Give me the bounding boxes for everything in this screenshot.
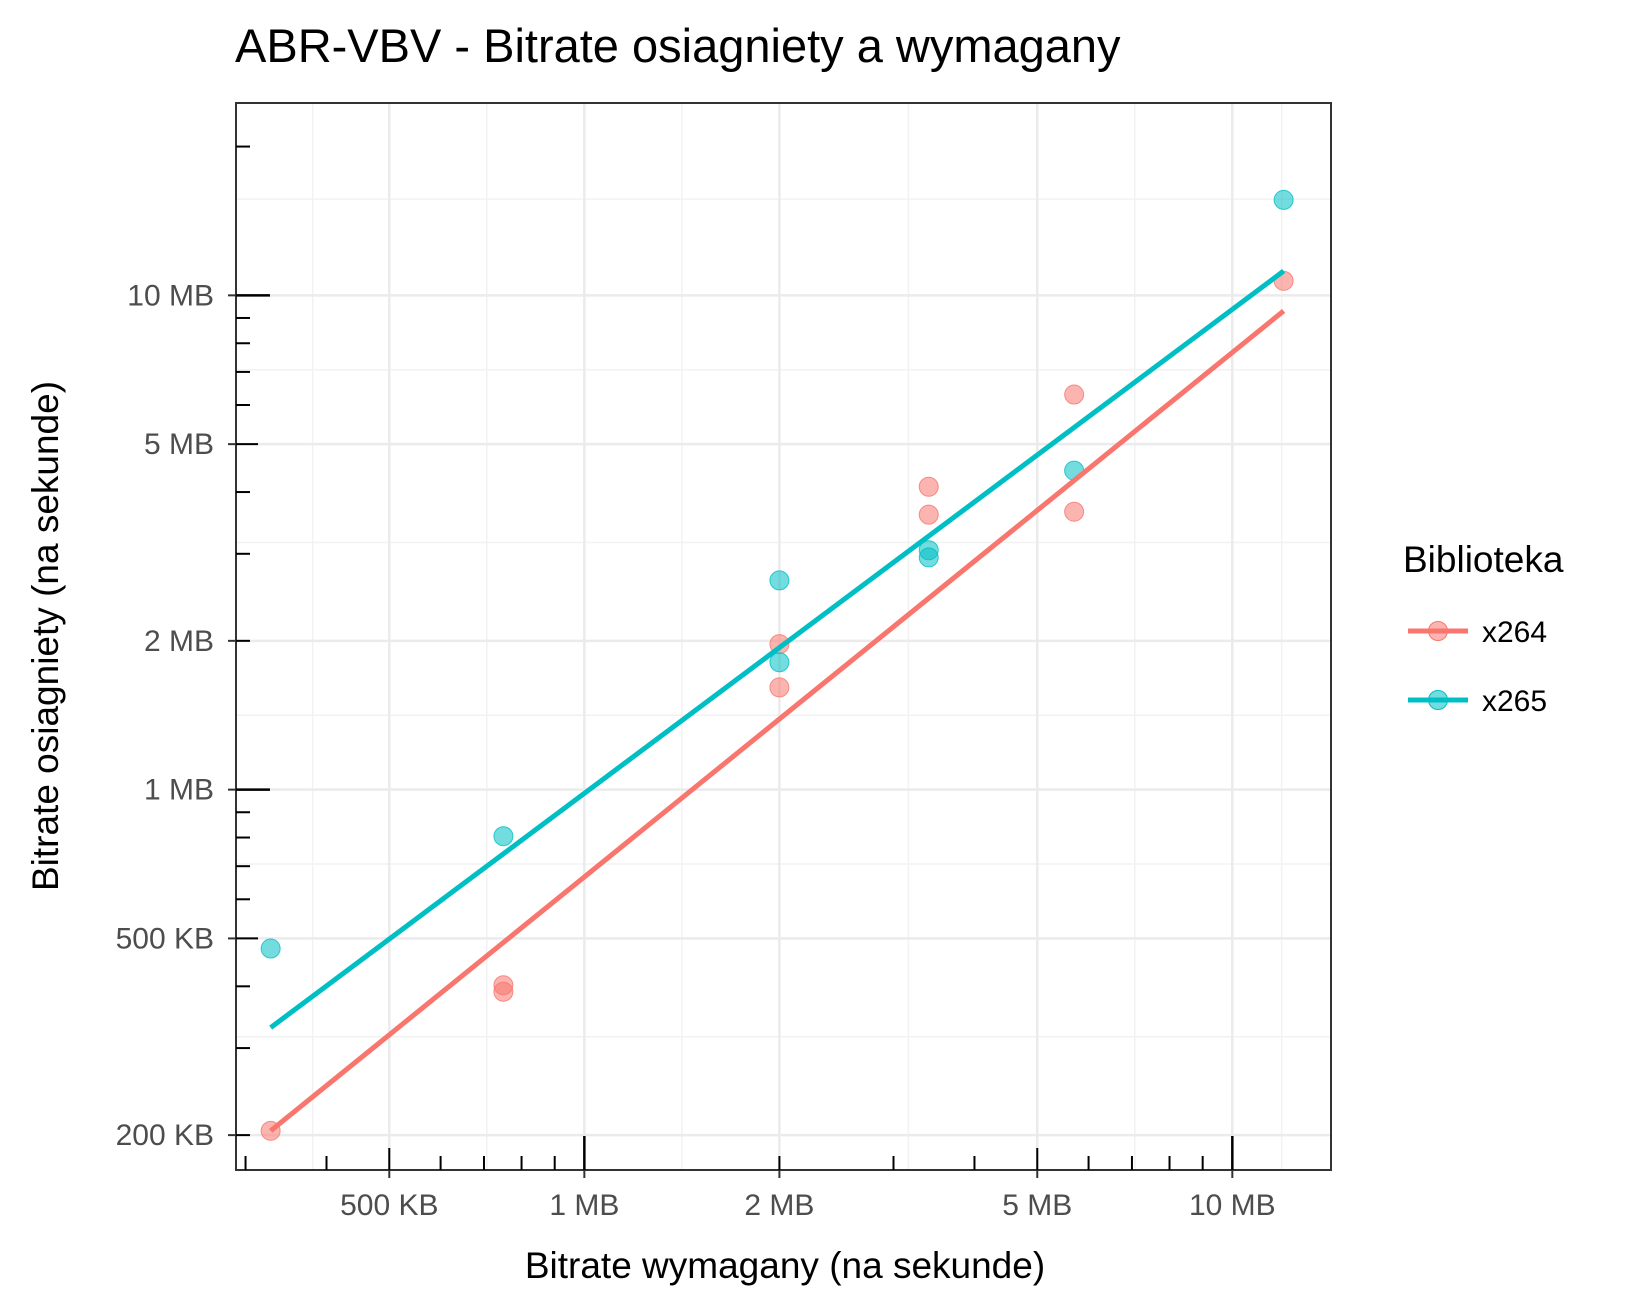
legend-title: Biblioteka [1403, 539, 1564, 580]
data-point-x265 [1273, 189, 1294, 210]
y-tick-label: 2 MB [144, 625, 214, 658]
y-tick-label: 10 MB [127, 279, 214, 312]
y-tick-label: 500 KB [116, 922, 214, 955]
legend-label-x265: x265 [1482, 685, 1547, 718]
chart-title: ABR-VBV - Bitrate osiagniety a wymagany [235, 19, 1121, 72]
plot-panel-border [235, 102, 1332, 1171]
trend-line-x265 [269, 269, 1286, 1030]
legend-key-point-x265 [1428, 690, 1448, 710]
data-point-x265 [769, 652, 790, 673]
x-tick-label: 1 MB [549, 1189, 619, 1222]
x-axis-title: Bitrate wymagany (na sekunde) [525, 1245, 1045, 1286]
y-axis-title: Bitrate osiagniety (na sekunde) [25, 381, 66, 891]
y-tick-label: 1 MB [144, 774, 214, 807]
y-tick-label: 200 KB [116, 1119, 214, 1152]
data-point-x264 [769, 677, 790, 698]
y-tick-label: 5 MB [144, 428, 214, 461]
x-tick-label: 10 MB [1189, 1189, 1276, 1222]
x-tick-label: 500 KB [340, 1189, 438, 1222]
legend-label-x264: x264 [1482, 616, 1547, 649]
legend-key-point-x264 [1428, 621, 1448, 641]
data-point-x265 [918, 547, 939, 568]
data-point-x265 [260, 938, 281, 959]
data-point-x264 [1064, 384, 1085, 405]
trend-line-x264 [269, 308, 1286, 1133]
x-tick-label: 2 MB [744, 1189, 814, 1222]
data-point-x264 [1064, 501, 1085, 522]
data-point-x264 [918, 476, 939, 497]
axes: 500 KB 1 MB 2 MB 5 MB 10 MB 200 KB 500 KB 1 MB 2… [116, 145, 1276, 1222]
legend: Biblioteka x264 x265 [1403, 539, 1564, 718]
data-layer [260, 189, 1294, 1141]
data-point-x264 [918, 504, 939, 525]
x-tick-label: 5 MB [1002, 1189, 1072, 1222]
data-point-x264 [493, 981, 514, 1002]
data-point-x265 [769, 570, 790, 591]
data-point-x265 [493, 826, 514, 847]
